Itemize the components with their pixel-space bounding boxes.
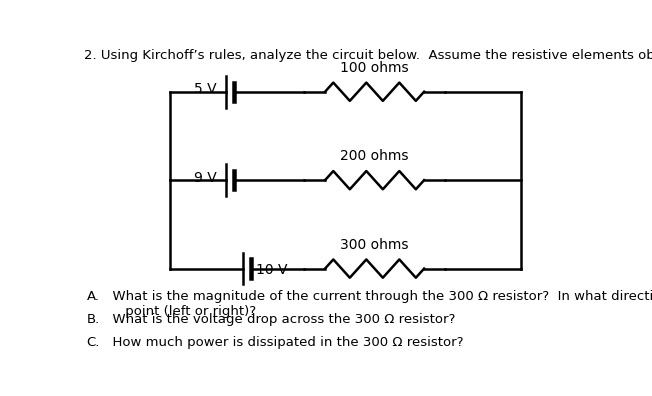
Text: C.: C. bbox=[87, 336, 100, 348]
Text: 9 V: 9 V bbox=[194, 171, 216, 185]
Text: 100 ohms: 100 ohms bbox=[340, 61, 409, 75]
Text: 300 ohms: 300 ohms bbox=[340, 238, 409, 252]
Text: 2. Using Kirchoff’s rules, analyze the circuit below.  Assume the resistive elem: 2. Using Kirchoff’s rules, analyze the c… bbox=[84, 49, 652, 62]
Text: 5 V: 5 V bbox=[194, 82, 216, 96]
Text: How much power is dissipated in the 300 Ω resistor?: How much power is dissipated in the 300 … bbox=[104, 336, 464, 348]
Text: 200 ohms: 200 ohms bbox=[340, 149, 409, 164]
Text: 10 V: 10 V bbox=[256, 263, 288, 277]
Text: A.: A. bbox=[87, 290, 100, 303]
Text: B.: B. bbox=[87, 313, 100, 326]
Text: What is the voltage drop across the 300 Ω resistor?: What is the voltage drop across the 300 … bbox=[104, 313, 456, 326]
Text: What is the magnitude of the current through the 300 Ω resistor?  In what direct: What is the magnitude of the current thr… bbox=[104, 290, 652, 318]
